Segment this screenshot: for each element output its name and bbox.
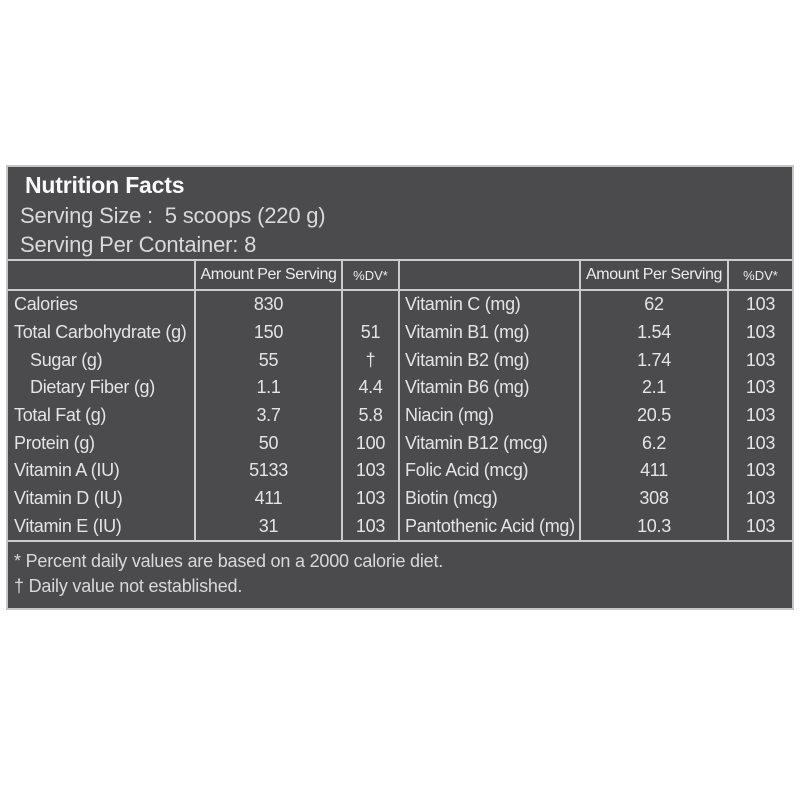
- amount-value: 6.2: [581, 429, 729, 458]
- nutrient-name: Vitamin B12 (mcg): [400, 429, 581, 458]
- header-spacer-right: [400, 261, 581, 289]
- amount-value: 5133: [196, 457, 343, 485]
- table-row: Calories 830 Vitamin C (mg) 62 103: [8, 291, 792, 319]
- amount-value: 31: [196, 512, 343, 541]
- serving-size-line: Serving Size : 5 scoops (220 g): [20, 203, 326, 228]
- nutrient-name: Sugar (g): [8, 346, 196, 375]
- table-row: Vitamin A (IU) 5133 103 Folic Acid (mcg) 411…: [8, 457, 792, 485]
- amount-value: 1.74: [581, 346, 729, 375]
- dv-value: 103: [745, 460, 776, 481]
- dv-value: 103: [343, 512, 400, 541]
- dv-value: 103: [745, 432, 776, 453]
- footnote-daily-value-not-established: † Daily value not established.: [14, 576, 243, 596]
- amount-value: 1.1: [196, 374, 343, 402]
- nutrient-name: Vitamin B2 (mg): [400, 346, 581, 375]
- dv-value: 103: [745, 515, 776, 536]
- table-header-row: Amount Per Serving %DV* Amount Per Servi…: [8, 261, 792, 289]
- amount-value: 411: [196, 484, 343, 513]
- nutrient-name: Total Carbohydrate (g): [8, 318, 196, 347]
- nutrient-name: Vitamin B1 (mg): [400, 318, 581, 347]
- dv-header-left: %DV*: [343, 261, 400, 289]
- dv-value: 4.4: [343, 374, 400, 402]
- amount-value: 50: [196, 429, 343, 458]
- table-row: Vitamin D (IU) 411 103 Biotin (mcg) 308 103: [8, 484, 792, 513]
- dv-value: 103: [745, 405, 776, 426]
- dv-value: 103: [343, 484, 400, 513]
- nutrient-name: Vitamin C (mg): [400, 291, 581, 319]
- nutrient-name: Biotin (mcg): [400, 484, 581, 513]
- amount-per-serving-header-left: Amount Per Serving: [196, 261, 343, 289]
- table-row: Dietary Fiber (g) 1.1 4.4 Vitamin B6 (mg) 2.…: [8, 374, 792, 402]
- amount-value: 411: [581, 457, 729, 485]
- nutrient-name: Vitamin D (IU): [8, 484, 196, 513]
- dv-value: 103: [745, 322, 776, 342]
- dv-value: 51: [343, 318, 400, 347]
- dv-value: †: [343, 346, 400, 375]
- amount-value: 20.5: [581, 401, 729, 430]
- dv-value: [343, 291, 400, 319]
- amount-value: 308: [581, 484, 729, 513]
- nutrient-name: Total Fat (g): [8, 401, 196, 430]
- table-row: Vitamin E (IU) 31 103 Pantothenic Acid (mg)…: [8, 512, 792, 541]
- footnotes: * Percent daily values are based on a 20…: [8, 542, 792, 608]
- nutrient-name: Vitamin E (IU): [8, 512, 196, 541]
- amount-value: 150: [196, 318, 343, 347]
- dv-value: 103: [343, 457, 400, 485]
- amount-value: 3.7: [196, 401, 343, 430]
- serving-per-container-line: Serving Per Container: 8: [20, 232, 257, 257]
- dv-value: 100: [343, 429, 400, 458]
- footer-divider: [8, 540, 792, 542]
- nutrient-name: Vitamin B6 (mg): [400, 374, 581, 402]
- nutrient-name: Calories: [8, 291, 196, 319]
- dv-value: 5.8: [343, 401, 400, 430]
- table-row: Total Carbohydrate (g) 150 51 Vitamin B1 (m…: [8, 318, 792, 347]
- dv-value: 103: [745, 294, 776, 315]
- table-row: Total Fat (g) 3.7 5.8 Niacin (mg) 20.5 103: [8, 401, 792, 430]
- amount-value: 55: [196, 346, 343, 375]
- table-row: Sugar (g) 55 † Vitamin B2 (mg) 1.74 103: [8, 346, 792, 375]
- table-rows: Calories 830 Vitamin C (mg) 62 103 Total Carb…: [8, 291, 792, 541]
- amount-per-serving-header-right: Amount Per Serving: [581, 261, 729, 289]
- dv-value: 103: [745, 377, 776, 398]
- nutrition-facts-panel: Nutrition Facts Serving Size : 5 scoops …: [6, 165, 794, 610]
- dv-header-right: %DV*: [743, 267, 778, 283]
- amount-value: 10.3: [581, 512, 729, 541]
- footnote-percent-daily-values: * Percent daily values are based on a 20…: [14, 551, 444, 571]
- amount-value: 1.54: [581, 318, 729, 347]
- header-top-divider: [8, 259, 792, 261]
- amount-value: 62: [581, 291, 729, 319]
- nutrient-name: Vitamin A (IU): [8, 457, 196, 485]
- nutrient-name: Niacin (mg): [400, 401, 581, 430]
- nutrient-name: Dietary Fiber (g): [8, 374, 196, 402]
- amount-value: 2.1: [581, 374, 729, 402]
- label-header: Nutrition Facts Serving Size : 5 scoops …: [8, 167, 792, 259]
- header-bottom-divider: [8, 289, 792, 291]
- table-row: Protein (g) 50 100 Vitamin B12 (mcg) 6.2 103: [8, 429, 792, 458]
- nutrient-name: Folic Acid (mcg): [400, 457, 581, 485]
- nutrient-name: Protein (g): [8, 429, 196, 458]
- header-spacer-left: [8, 261, 196, 289]
- dv-value: 103: [745, 349, 776, 370]
- dv-value: 103: [745, 488, 776, 509]
- nutrient-name: Pantothenic Acid (mg): [400, 512, 581, 541]
- nutrition-facts-title: Nutrition Facts: [25, 172, 185, 198]
- amount-value: 830: [196, 291, 343, 319]
